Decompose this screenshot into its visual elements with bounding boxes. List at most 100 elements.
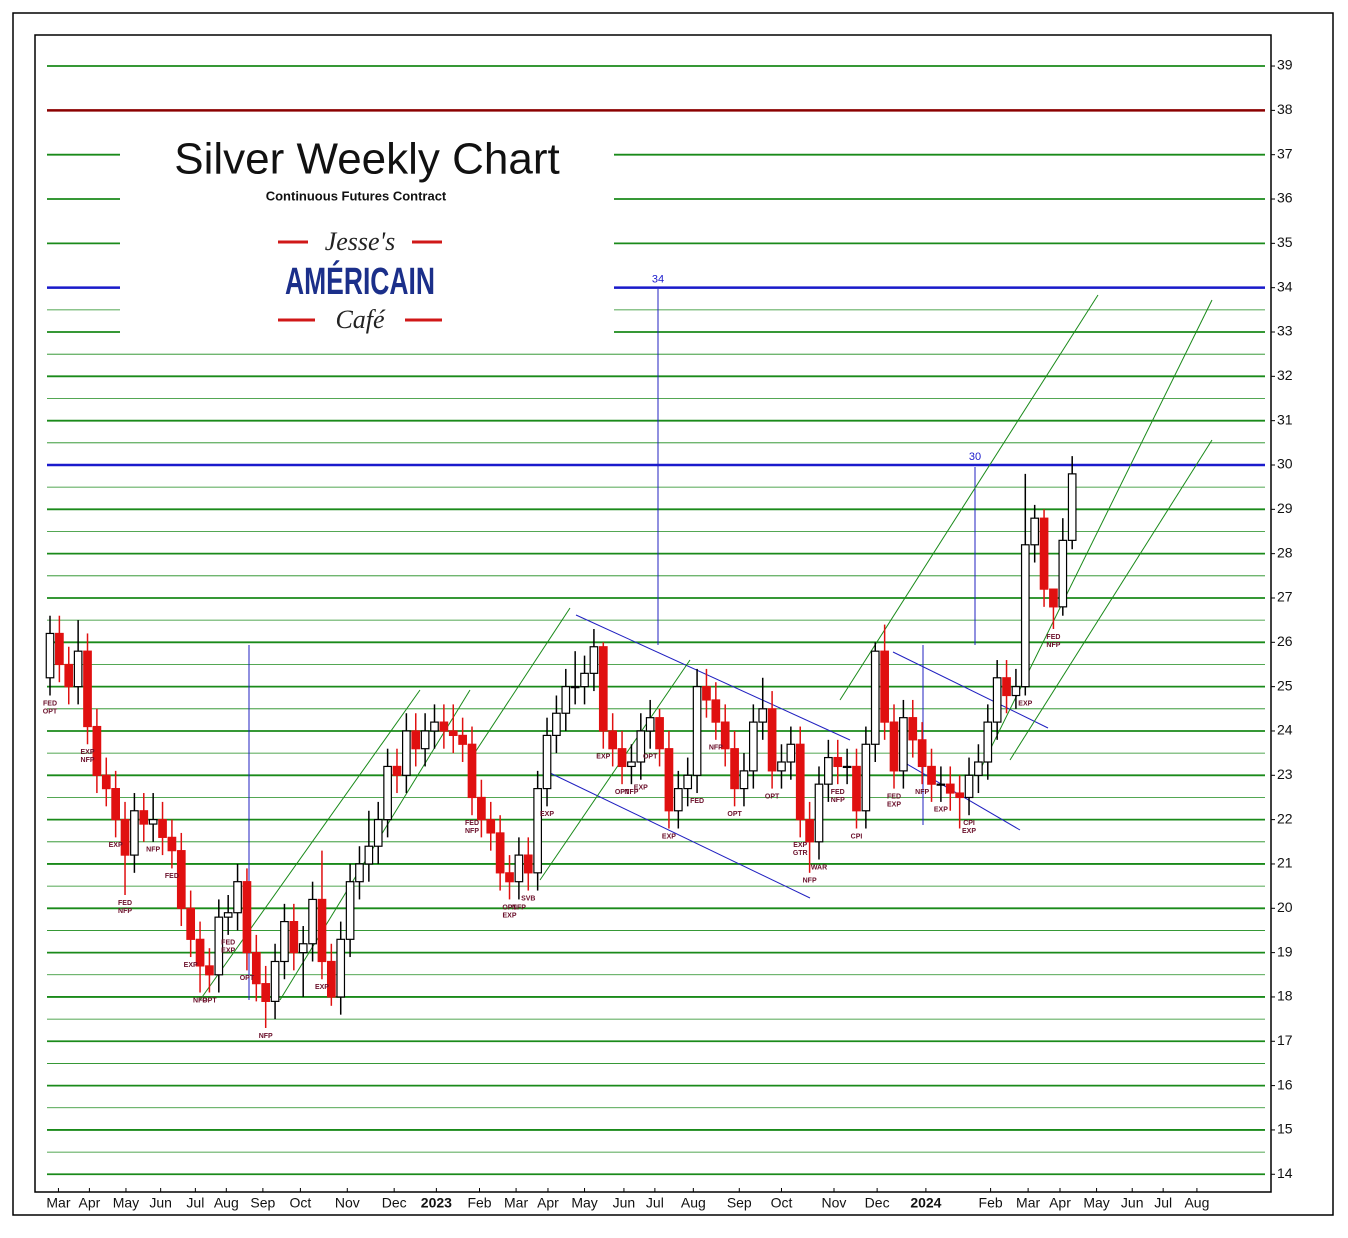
event-label: EXP	[109, 842, 123, 849]
candle-body	[927, 765, 936, 785]
event-label: EXP	[81, 749, 95, 756]
channel-line	[1009, 439, 1213, 761]
y-tick-label: 26	[1277, 633, 1293, 649]
event-label: FED	[887, 793, 901, 800]
y-tick-label: 24	[1277, 722, 1293, 738]
event-label: OPT	[765, 793, 780, 800]
y-tick-label: 15	[1277, 1121, 1293, 1137]
candle-body	[111, 788, 121, 821]
candle-body	[1058, 539, 1068, 608]
y-tick-label: 32	[1277, 367, 1293, 383]
event-label: NFP	[81, 757, 95, 764]
candle-body	[777, 761, 786, 772]
event-label: NFP	[512, 904, 526, 911]
event-label: NFP	[915, 789, 929, 796]
y-tick-label: 25	[1277, 677, 1293, 693]
candle-body	[936, 783, 946, 786]
candle-body	[889, 721, 899, 772]
candle-body	[833, 756, 843, 768]
candle-body	[523, 854, 533, 874]
x-tick-label: Sep	[727, 1195, 752, 1211]
event-label: EXP	[934, 807, 948, 814]
event-label: SVB	[521, 895, 535, 902]
x-tick-label: Dec	[865, 1195, 890, 1211]
candle-body	[505, 872, 514, 883]
event-label: EXP	[221, 948, 235, 955]
x-tick-label: 2023	[421, 1195, 452, 1211]
x-tick-label: Mar	[46, 1195, 70, 1211]
candle-body	[139, 810, 149, 825]
y-tick-label: 21	[1277, 855, 1293, 871]
candle-body	[964, 774, 974, 799]
y-tick-label: 19	[1277, 943, 1293, 959]
candle-body	[552, 712, 561, 737]
y-tick-label: 22	[1277, 810, 1293, 826]
y-tick-label: 23	[1277, 766, 1293, 782]
candle-body	[580, 672, 589, 688]
candle-body	[1049, 588, 1058, 608]
event-label: NFP	[465, 828, 479, 835]
event-label: NFP	[624, 789, 638, 796]
y-tick-label: 39	[1277, 57, 1293, 73]
candle-body	[280, 920, 289, 963]
candle-body	[364, 845, 374, 865]
event-label: EXP	[662, 833, 676, 840]
y-tick-label: 28	[1277, 544, 1293, 560]
event-label: NFP	[803, 878, 817, 885]
candle-body	[983, 721, 993, 763]
event-label: EXP	[315, 984, 329, 991]
event-label: FED	[43, 700, 57, 707]
event-label: OPT	[502, 904, 517, 911]
x-tick-label: Nov	[335, 1195, 360, 1211]
candle-body	[692, 686, 702, 776]
candle-body	[533, 788, 543, 874]
x-tick-label: Oct	[771, 1195, 793, 1211]
candle-body	[842, 765, 852, 769]
candle-body	[852, 765, 861, 812]
x-tick-label: Nov	[822, 1195, 847, 1211]
event-label: FED	[465, 820, 479, 827]
x-tick-label: Jun	[1121, 1195, 1144, 1211]
candle-body	[383, 765, 392, 821]
level-label: 34	[652, 274, 664, 286]
logo: Jesse's AMÉRICAIN Café	[278, 227, 442, 334]
y-tick-label: 37	[1277, 145, 1293, 161]
candle-body	[55, 632, 64, 666]
candle-body	[711, 699, 721, 723]
candle-body	[1039, 517, 1049, 590]
candle-body	[186, 907, 196, 940]
candle-body	[195, 938, 205, 967]
candle-body	[514, 854, 524, 883]
chart-title: Silver Weekly Chart	[174, 135, 560, 184]
candle-body	[120, 819, 130, 856]
candle-body	[261, 983, 271, 1002]
candle-body	[73, 650, 83, 688]
x-tick-label: Jul	[646, 1195, 664, 1211]
event-label: EXP	[540, 811, 554, 818]
candle-body	[101, 774, 111, 790]
candle-body	[1011, 686, 1021, 697]
candle-body	[345, 881, 355, 940]
x-tick-label: Dec	[382, 1195, 407, 1211]
candle-body	[336, 938, 346, 998]
event-label: OPT	[615, 789, 630, 796]
candle-body	[880, 650, 889, 723]
y-tick-label: 36	[1277, 190, 1293, 206]
title-box	[120, 120, 614, 342]
y-tick-label: 34	[1277, 278, 1293, 294]
x-tick-label: Feb	[979, 1195, 1003, 1211]
y-tick-label: 29	[1277, 500, 1293, 516]
channel-line	[575, 614, 851, 741]
event-label: EXP	[887, 801, 901, 808]
candle-body	[458, 734, 467, 745]
event-label: FED	[165, 873, 179, 880]
x-tick-label: May	[1083, 1195, 1109, 1211]
candle-body	[205, 965, 214, 976]
candle-body	[945, 783, 955, 794]
event-label: OPT	[43, 708, 58, 715]
candle-body	[1020, 544, 1030, 688]
event-label: FED	[831, 789, 845, 796]
x-tick-label: Oct	[290, 1195, 312, 1211]
candle-body	[589, 646, 599, 674]
candle-body	[673, 788, 683, 812]
